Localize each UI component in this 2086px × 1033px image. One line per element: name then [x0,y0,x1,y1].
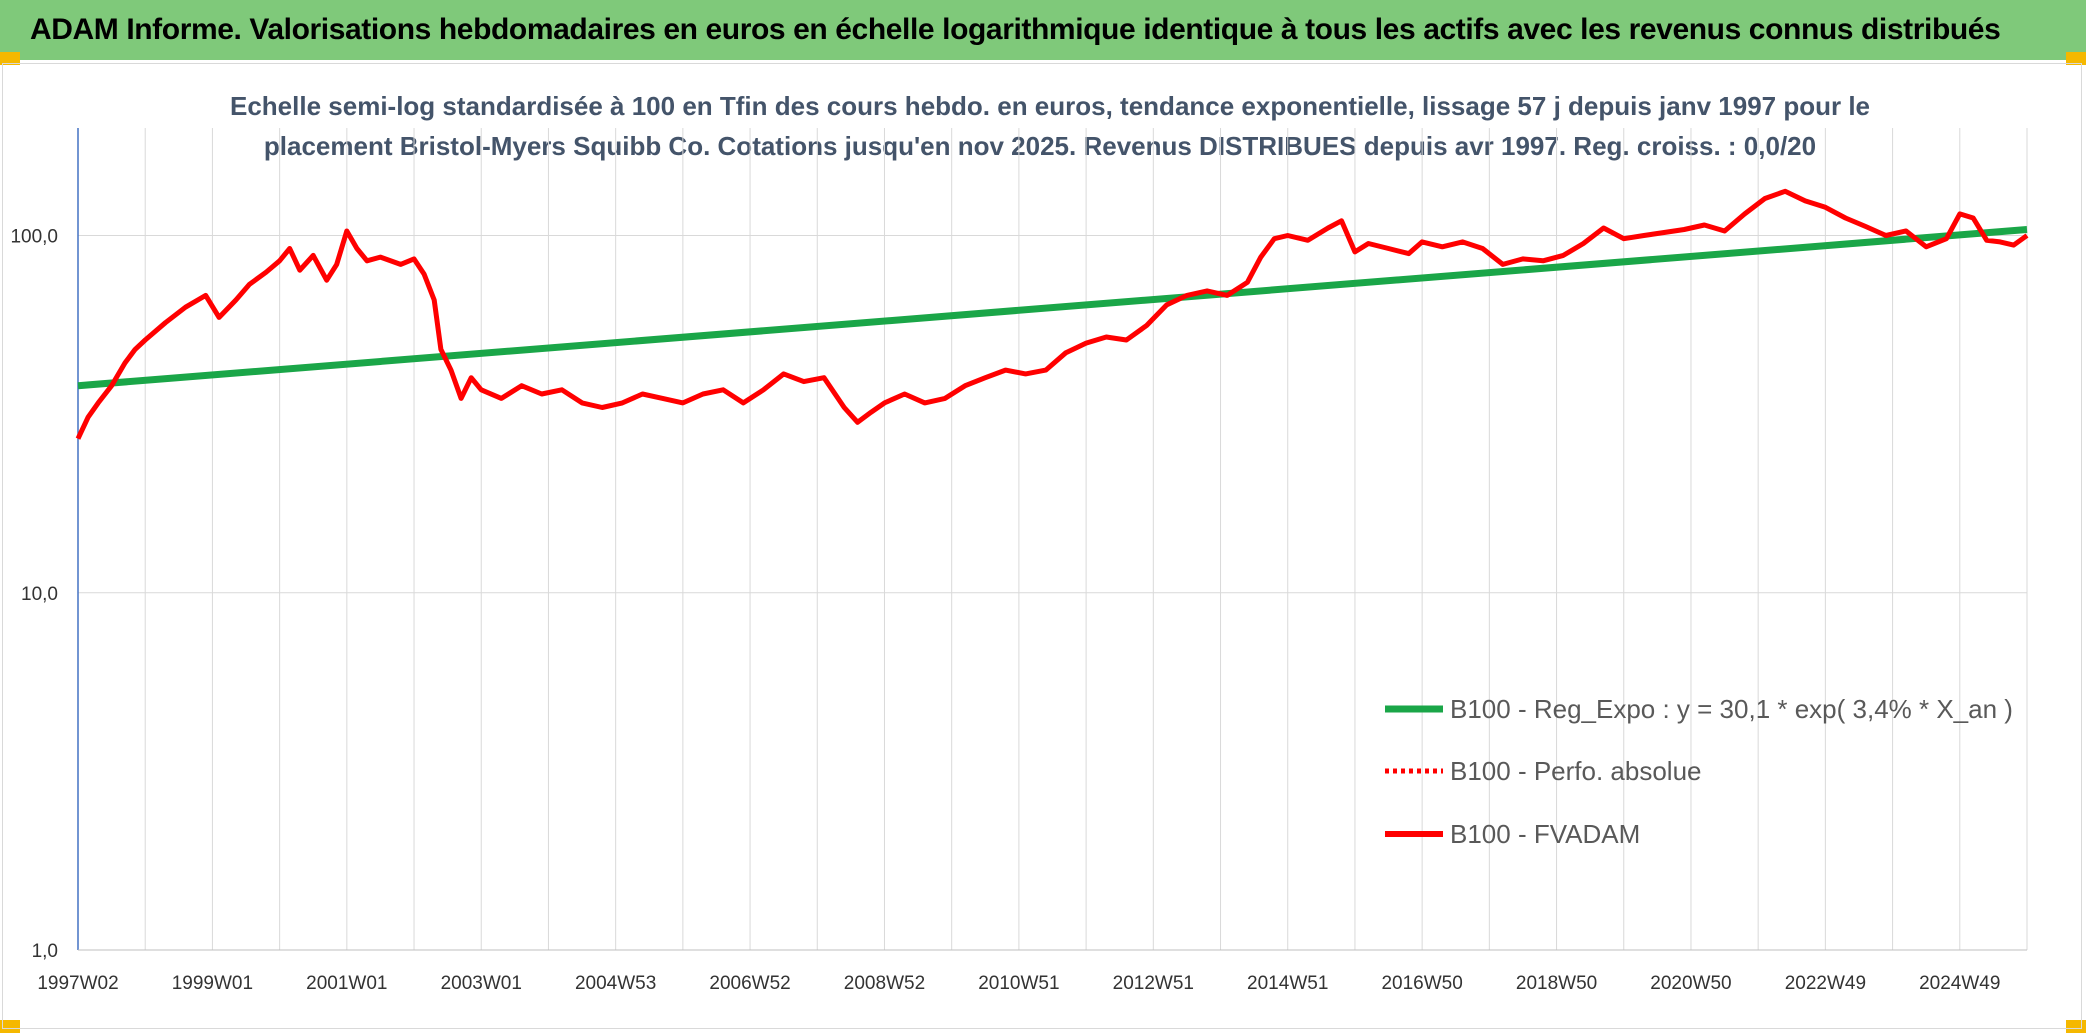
y-tick-label: 1,0 [32,941,58,962]
x-tick-label: 2014W51 [1247,973,1328,994]
chart-legend: B100 - Reg_Expo : y = 30,1 * exp( 3,4% *… [1385,694,2013,849]
x-tick-label: 2008W52 [844,973,925,994]
x-tick-label: 2018W50 [1516,973,1597,994]
x-tick-label: 2012W51 [1113,973,1194,994]
x-tick-label: 2004W53 [575,973,656,994]
x-tick-label: 2024W49 [1919,973,2000,994]
report-banner: ADAM Informe. Valorisations hebdomadaire… [0,0,2086,60]
legend-label-perfo: B100 - Perfo. absolue [1450,756,1702,786]
chart-grid [77,128,2028,950]
report-title: ADAM Informe. Valorisations hebdomadaire… [30,13,2001,46]
corner-accent-top-left [0,52,20,65]
corner-accent-top-right [2066,52,2086,65]
chart-axes: 1,0 10,0 100,0 1997W02 1999W01 2001W01 2003W01… [10,128,2027,994]
x-tick-label: 2003W01 [441,973,522,994]
legend-label-trend: B100 - Reg_Expo : y = 30,1 * exp( 3,4% *… [1450,694,2013,724]
chart-frame [2,63,2082,1029]
x-tick-label: 2020W50 [1650,973,1731,994]
x-tick-label: 2006W52 [709,973,790,994]
chart-series [75,188,2029,440]
x-tick-label: 2022W49 [1785,973,1866,994]
x-tick-label: 2016W50 [1381,973,1462,994]
x-tick-label: 1999W01 [172,973,253,994]
chart-title: Echelle semi-log standardisée à 100 en T… [230,86,1871,166]
series-line-fvadam [75,188,2029,440]
chart-title-line-1: Echelle semi-log standardisée à 100 en T… [230,91,1871,121]
y-tick-label: 10,0 [21,584,58,605]
x-tick-label: 2010W51 [978,973,1059,994]
x-tick-label: 2001W01 [306,973,387,994]
series-line-reg-expo [77,226,2028,390]
chart-title-line-2: placement Bristol-Myers Squibb Co. Cotat… [263,131,1817,161]
legend-label-fvadam: B100 - FVADAM [1450,819,1640,849]
x-tick-label: 1997W02 [37,973,118,994]
y-tick-label: 100,0 [10,227,58,248]
corner-accent-bottom-left [0,1020,20,1033]
